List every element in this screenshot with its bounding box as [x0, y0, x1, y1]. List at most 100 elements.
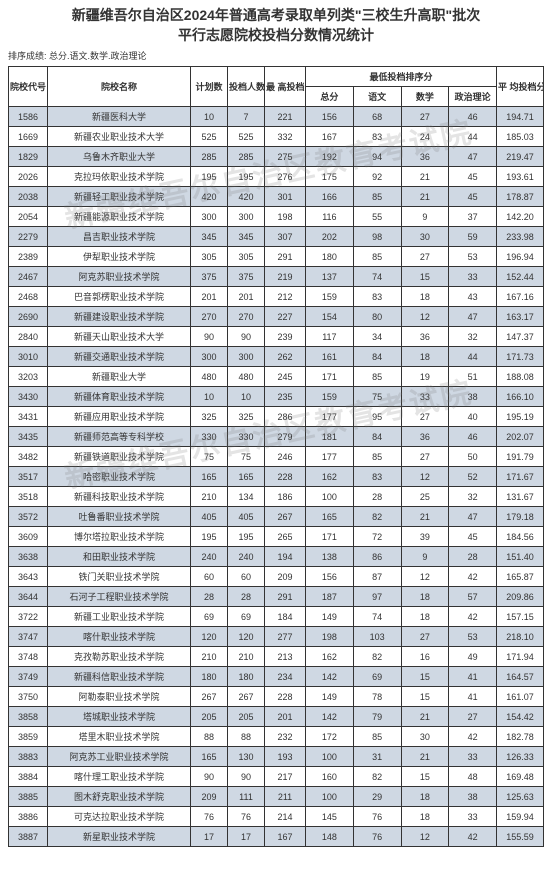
- cell-apply: 525: [228, 127, 265, 147]
- cell-plan: 195: [191, 167, 228, 187]
- cell-name: 新疆建设职业技术学院: [48, 307, 191, 327]
- cell-avg: 191.79: [497, 447, 544, 467]
- cell-sx: 25: [401, 487, 449, 507]
- cell-avg: 171.73: [497, 347, 544, 367]
- cell-max: 276: [265, 167, 306, 187]
- cell-sx: 36: [401, 147, 449, 167]
- cell-max: 211: [265, 787, 306, 807]
- cell-plan: 420: [191, 187, 228, 207]
- cell-name: 阿克苏工业职业技术学院: [48, 747, 191, 767]
- table-row: 3435新疆师范高等专科学校330330279181843646202.07: [9, 427, 544, 447]
- cell-avg: 218.10: [497, 627, 544, 647]
- table-row: 2840新疆天山职业技术大学9090239117343632147.37: [9, 327, 544, 347]
- cell-avg: 219.47: [497, 147, 544, 167]
- cell-total: 138: [306, 547, 354, 567]
- cell-name: 哈密职业技术学院: [48, 467, 191, 487]
- cell-name: 新疆医科大学: [48, 107, 191, 127]
- cell-zz: 32: [449, 327, 497, 347]
- cell-name: 新疆体育职业技术学院: [48, 387, 191, 407]
- cell-name: 阿克苏职业技术学院: [48, 267, 191, 287]
- table-row: 3883阿克苏工业职业技术学院165130193100312133126.33: [9, 747, 544, 767]
- cell-avg: 188.08: [497, 367, 544, 387]
- cell-code: 3572: [9, 507, 48, 527]
- cell-avg: 193.61: [497, 167, 544, 187]
- cell-max: 186: [265, 487, 306, 507]
- cell-avg: 131.67: [497, 487, 544, 507]
- cell-plan: 240: [191, 547, 228, 567]
- cell-sx: 18: [401, 787, 449, 807]
- table-row: 3431新疆应用职业技术学院325325286177952740195.19: [9, 407, 544, 427]
- cell-plan: 210: [191, 647, 228, 667]
- cell-total: 145: [306, 807, 354, 827]
- cell-name: 新疆交通职业技术学院: [48, 347, 191, 367]
- cell-max: 332: [265, 127, 306, 147]
- cell-apply: 405: [228, 507, 265, 527]
- cell-yw: 85: [353, 727, 401, 747]
- cell-plan: 305: [191, 247, 228, 267]
- cell-code: 2054: [9, 207, 48, 227]
- table-row: 3609博尔塔拉职业技术学院195195265171723945184.56: [9, 527, 544, 547]
- cell-max: 279: [265, 427, 306, 447]
- cell-yw: 82: [353, 507, 401, 527]
- table-row: 1669新疆农业职业技术大学525525332167832444185.03: [9, 127, 544, 147]
- cell-total: 166: [306, 187, 354, 207]
- cell-max: 301: [265, 187, 306, 207]
- cell-avg: 154.42: [497, 707, 544, 727]
- cell-avg: 164.57: [497, 667, 544, 687]
- cell-avg: 167.16: [497, 287, 544, 307]
- cell-avg: 196.94: [497, 247, 544, 267]
- cell-apply: 345: [228, 227, 265, 247]
- cell-total: 116: [306, 207, 354, 227]
- cell-avg: 157.15: [497, 607, 544, 627]
- cell-total: 180: [306, 247, 354, 267]
- cell-plan: 69: [191, 607, 228, 627]
- cell-total: 202: [306, 227, 354, 247]
- header-apply: 投档人数: [228, 67, 265, 107]
- cell-sx: 18: [401, 347, 449, 367]
- cell-avg: 179.18: [497, 507, 544, 527]
- header-min-section: 最低投档排序分: [306, 67, 497, 87]
- cell-plan: 525: [191, 127, 228, 147]
- table-row: 1586新疆医科大学107221156682746194.71: [9, 107, 544, 127]
- cell-code: 1586: [9, 107, 48, 127]
- header-avg: 平 均投档分: [497, 67, 544, 107]
- cell-apply: 180: [228, 667, 265, 687]
- cell-total: 149: [306, 687, 354, 707]
- cell-code: 3638: [9, 547, 48, 567]
- cell-code: 2026: [9, 167, 48, 187]
- title-line-1: 新疆维吾尔自治区2024年普通高考录取单列类"三校生升高职"批次: [10, 6, 542, 26]
- cell-avg: 125.63: [497, 787, 544, 807]
- cell-name: 乌鲁木齐职业大学: [48, 147, 191, 167]
- cell-plan: 345: [191, 227, 228, 247]
- cell-max: 221: [265, 107, 306, 127]
- cell-name: 新疆工业职业技术学院: [48, 607, 191, 627]
- cell-yw: 98: [353, 227, 401, 247]
- cell-zz: 33: [449, 267, 497, 287]
- cell-max: 286: [265, 407, 306, 427]
- cell-sx: 33: [401, 387, 449, 407]
- cell-yw: 85: [353, 367, 401, 387]
- cell-max: 277: [265, 627, 306, 647]
- cell-avg: 194.71: [497, 107, 544, 127]
- cell-plan: 76: [191, 807, 228, 827]
- cell-max: 275: [265, 147, 306, 167]
- cell-yw: 84: [353, 427, 401, 447]
- cell-code: 2279: [9, 227, 48, 247]
- cell-yw: 85: [353, 447, 401, 467]
- cell-sx: 9: [401, 547, 449, 567]
- cell-zz: 47: [449, 307, 497, 327]
- cell-max: 234: [265, 667, 306, 687]
- table-row: 2054新疆能源职业技术学院30030019811655937142.20: [9, 207, 544, 227]
- table-row: 3644石河子工程职业技术学院2828291187971857209.86: [9, 587, 544, 607]
- cell-apply: 330: [228, 427, 265, 447]
- header-name: 院校名称: [48, 67, 191, 107]
- cell-name: 新疆铁道职业技术学院: [48, 447, 191, 467]
- cell-max: 213: [265, 647, 306, 667]
- cell-apply: 267: [228, 687, 265, 707]
- cell-avg: 147.37: [497, 327, 544, 347]
- cell-name: 新疆师范高等专科学校: [48, 427, 191, 447]
- table-row: 3885图木舒克职业技术学院209111211100291838125.63: [9, 787, 544, 807]
- cell-yw: 74: [353, 267, 401, 287]
- cell-apply: 240: [228, 547, 265, 567]
- cell-apply: 270: [228, 307, 265, 327]
